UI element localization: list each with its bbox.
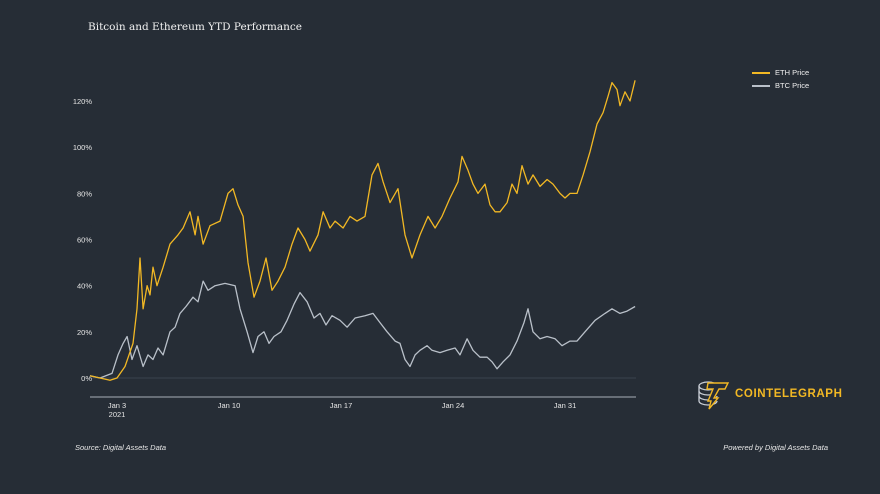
legend-item-eth[interactable]: ETH Price bbox=[752, 66, 809, 79]
y-tick-label: 0% bbox=[81, 374, 92, 383]
x-tick-year: 2021 bbox=[109, 410, 126, 419]
y-tick-label: 60% bbox=[77, 236, 92, 245]
series-line-btc bbox=[89, 280, 636, 379]
x-axis: Jan 3 Jan 10 Jan 17 Jan 24 Jan 31 2021 bbox=[90, 396, 636, 419]
y-tick-label: 80% bbox=[77, 189, 92, 198]
x-tick-label: Jan 17 bbox=[330, 401, 353, 410]
source-note: Source: Digital Assets Data bbox=[75, 443, 167, 452]
chart-title: Bitcoin and Ethereum YTD Performance bbox=[88, 21, 303, 33]
legend-label-btc: BTC Price bbox=[775, 81, 810, 90]
legend-swatch-eth bbox=[752, 71, 770, 74]
legend-swatch-btc bbox=[752, 84, 770, 87]
y-tick-label: 40% bbox=[77, 282, 92, 291]
y-axis: 0% 20% 40% 60% 80% 100% 120% bbox=[73, 97, 636, 383]
legend: ETH Price BTC Price bbox=[752, 66, 809, 92]
legend-label-eth: ETH Price bbox=[775, 68, 810, 77]
x-tick-label: Jan 24 bbox=[442, 401, 465, 410]
y-tick-label: 100% bbox=[73, 143, 93, 152]
cointelegraph-logo: COINTELEGRAPH bbox=[697, 377, 842, 411]
x-tick-label: Jan 31 bbox=[554, 401, 577, 410]
logo-text: COINTELEGRAPH bbox=[735, 388, 843, 400]
series-line-eth bbox=[89, 80, 636, 381]
coin-stack-logo-icon bbox=[698, 381, 730, 410]
series-lines bbox=[89, 80, 636, 381]
x-tick-label: Jan 10 bbox=[218, 401, 241, 410]
powered-by-note: Powered by Digital Assets Data bbox=[723, 443, 828, 452]
x-tick-label: Jan 3 bbox=[108, 401, 126, 410]
y-tick-label: 20% bbox=[77, 328, 92, 337]
legend-item-btc[interactable]: BTC Price bbox=[752, 79, 809, 92]
y-tick-label: 120% bbox=[73, 97, 93, 106]
